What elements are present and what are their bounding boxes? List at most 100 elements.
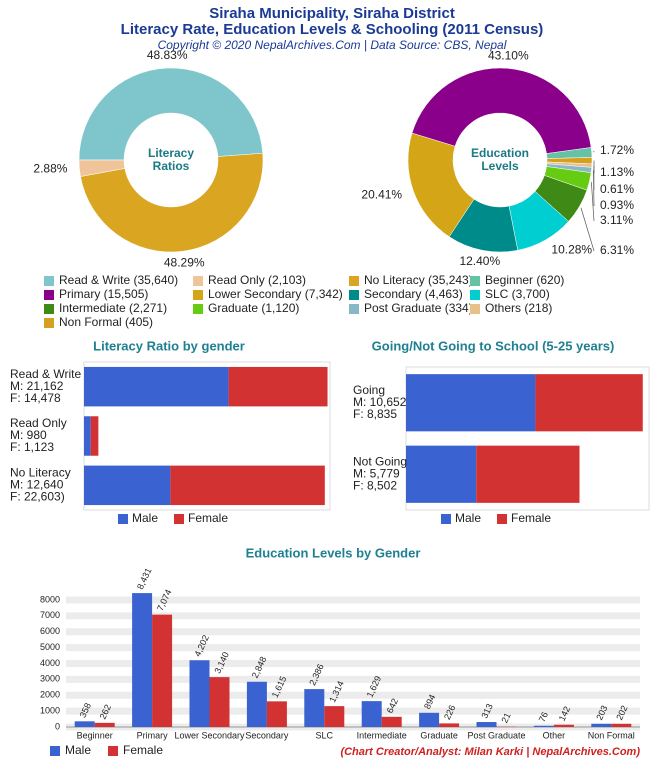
y-tick-label: 0 — [55, 721, 60, 731]
page-title: Siraha Municipality, Siraha District — [209, 5, 455, 22]
plot-frame — [405, 366, 650, 511]
chart-title: Education Levels by Gender — [246, 545, 421, 560]
y-tick-label: 1000 — [40, 705, 60, 715]
legend-swatch — [193, 276, 203, 286]
category-detail: F: 8,835 — [353, 407, 397, 421]
category-label: Read & Write — [10, 367, 81, 381]
legend-swatch — [470, 276, 480, 286]
y-tick-label: 8000 — [40, 594, 60, 604]
x-tick-label: Primary — [137, 730, 168, 740]
bar-segment — [476, 445, 580, 503]
bar — [381, 716, 402, 727]
y-tick-label: 6000 — [40, 626, 60, 636]
pie-slice — [407, 132, 475, 238]
legend-swatch — [44, 276, 54, 286]
bar-segment — [228, 366, 328, 407]
bar — [439, 723, 460, 727]
slice-label: 43.10% — [488, 49, 529, 63]
legend-label: Intermediate (2,271) — [59, 301, 167, 315]
legend-label: Lower Secondary (7,342) — [208, 287, 343, 301]
x-tick-label: Lower Secondary — [174, 730, 245, 740]
x-tick-label: Post Graduate — [467, 730, 525, 740]
bar — [266, 701, 287, 727]
legend-swatch — [174, 514, 184, 524]
slice-label: 12.40% — [459, 254, 500, 268]
slice-label: 48.29% — [164, 255, 205, 269]
legend-swatch — [470, 304, 480, 314]
slice-label: 0.93% — [600, 198, 634, 212]
legend-swatch — [44, 318, 54, 328]
bar — [324, 706, 345, 727]
legend-label: Graduate (1,120) — [208, 301, 299, 315]
bar-segment — [84, 366, 229, 407]
legend-label: Non Formal (405) — [59, 315, 153, 329]
legend-swatch — [44, 290, 54, 300]
slice-label: 2.88% — [33, 162, 67, 176]
legend-swatch — [118, 514, 128, 524]
bar-segment — [535, 374, 643, 432]
bar — [132, 593, 153, 727]
x-tick-label: Other — [543, 730, 566, 740]
bar — [246, 681, 267, 727]
bar-segment — [170, 465, 325, 506]
donut-center-label: Levels — [481, 159, 519, 173]
category-detail: F: 22,603) — [10, 490, 65, 504]
leader-line — [591, 182, 595, 222]
chart-title: Going/Not Going to School (5-25 years) — [372, 338, 615, 353]
slice-label: 48.83% — [147, 48, 188, 62]
legend-swatch — [50, 746, 60, 756]
donut-center-label: Education — [471, 146, 529, 160]
legend-swatch — [349, 304, 359, 314]
legend-label: Read & Write (35,640) — [59, 273, 178, 287]
leader-line — [593, 170, 595, 207]
legend-swatch — [193, 290, 203, 300]
bar — [419, 712, 440, 727]
copyright: Copyright © 2020 NepalArchives.Com | Dat… — [158, 38, 507, 52]
slice-label: 1.13% — [600, 165, 634, 179]
legend-swatch — [441, 514, 451, 524]
category-detail: F: 14,478 — [10, 391, 61, 405]
legend-label: Secondary (4,463) — [364, 287, 463, 301]
bar — [189, 660, 210, 727]
category-label: Not Going — [353, 454, 407, 468]
pie-slice — [78, 67, 264, 161]
category-detail: M: 21,162 — [10, 379, 64, 393]
legend-label: Primary (15,505) — [59, 287, 148, 301]
bar — [591, 723, 612, 727]
x-tick-label: Beginner — [77, 730, 113, 740]
x-tick-label: Graduate — [420, 730, 458, 740]
pie-slice — [78, 159, 126, 177]
chart-title: Literacy Ratio by gender — [93, 338, 245, 353]
x-tick-label: Intermediate — [357, 730, 407, 740]
legend-label: No Literacy (35,243) — [364, 273, 473, 287]
legend-label: Male — [65, 743, 91, 757]
category-label: No Literacy — [10, 466, 71, 480]
legend-swatch — [108, 746, 118, 756]
bar — [476, 722, 497, 727]
x-tick-label: Secondary — [245, 730, 289, 740]
legend-label: Male — [132, 511, 158, 525]
slice-label: 20.41% — [361, 187, 402, 201]
category-detail: F: 1,123 — [10, 440, 54, 454]
donut-center-label: Literacy — [148, 146, 194, 160]
legend-swatch — [193, 304, 203, 314]
category-detail: M: 10,652 — [353, 395, 407, 409]
legend-label: Female — [511, 511, 551, 525]
y-tick-label: 2000 — [40, 690, 60, 700]
legend-label: Post Graduate (334) — [364, 301, 473, 315]
bar-segment — [406, 445, 477, 503]
bar — [152, 614, 173, 727]
legend-swatch — [349, 290, 359, 300]
leader-line — [580, 207, 595, 252]
y-tick-label: 7000 — [40, 610, 60, 620]
legend-swatch — [349, 276, 359, 286]
y-tick-label: 4000 — [40, 658, 60, 668]
page-subtitle: Literacy Rate, Education Levels & School… — [121, 21, 544, 38]
category-label: Read Only — [10, 416, 67, 430]
legend-label: Beginner (620) — [485, 273, 564, 287]
legend-swatch — [44, 304, 54, 314]
legend-swatch — [470, 290, 480, 300]
bar — [74, 721, 95, 727]
bar-segment — [84, 465, 171, 506]
